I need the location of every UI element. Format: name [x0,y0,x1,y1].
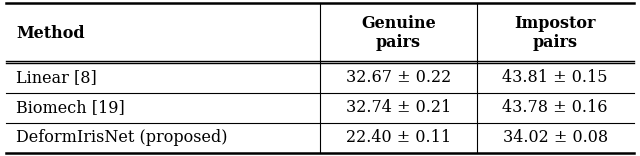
Text: Biomech [19]: Biomech [19] [16,100,125,116]
Text: Impostor
pairs: Impostor pairs [515,15,596,51]
Text: 34.02 ± 0.08: 34.02 ± 0.08 [502,129,608,146]
Text: 43.78 ± 0.16: 43.78 ± 0.16 [502,100,608,116]
Text: Genuine
pairs: Genuine pairs [361,15,436,51]
Text: DeformIrisNet (proposed): DeformIrisNet (proposed) [16,129,227,146]
Text: 32.74 ± 0.21: 32.74 ± 0.21 [346,100,451,116]
Text: 32.67 ± 0.22: 32.67 ± 0.22 [346,70,451,86]
Text: 43.81 ± 0.15: 43.81 ± 0.15 [502,70,608,86]
Text: Linear [8]: Linear [8] [16,70,97,86]
Text: 22.40 ± 0.11: 22.40 ± 0.11 [346,129,451,146]
Text: Method: Method [16,25,84,41]
